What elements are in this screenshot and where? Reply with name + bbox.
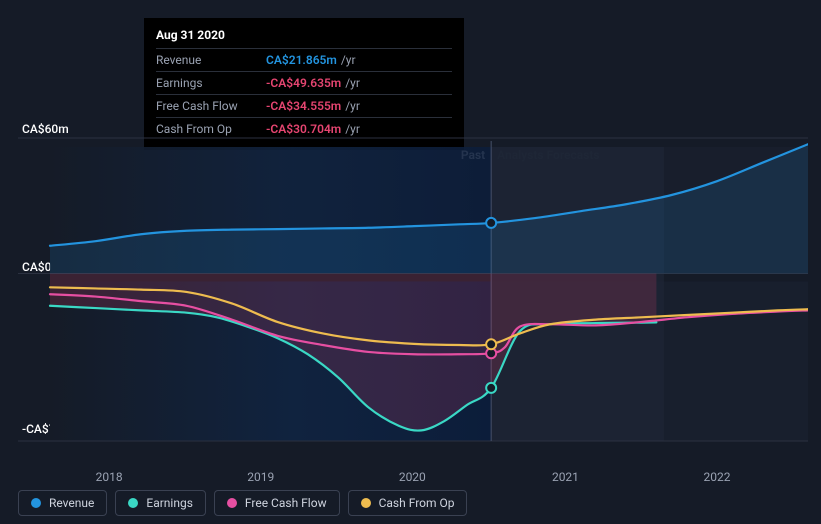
- legend-item-earnings[interactable]: Earnings: [115, 490, 206, 516]
- tooltip-row-value: -CA$34.555m: [266, 97, 341, 115]
- legend-swatch-icon: [31, 498, 41, 508]
- x-axis-label: 2019: [247, 470, 274, 484]
- x-axis-label: 2018: [96, 470, 123, 484]
- legend-swatch-icon: [227, 498, 237, 508]
- tooltip-row-label: Revenue: [156, 51, 266, 69]
- chart-legend: Revenue Earnings Free Cash Flow Cash From O…: [18, 490, 467, 516]
- y-axis-label: CA$60m: [22, 122, 69, 136]
- x-axis-label: 2021: [552, 470, 579, 484]
- series-marker-earnings[interactable]: [486, 383, 496, 393]
- chart-container: { "tooltip": { "position": { "left": 144…: [0, 0, 821, 524]
- legend-item-revenue[interactable]: Revenue: [18, 490, 107, 516]
- legend-label: Earnings: [146, 496, 193, 510]
- tooltip-row-unit: /yr: [341, 51, 356, 69]
- tooltip-date: Aug 31 2020: [156, 26, 452, 44]
- legend-label: Free Cash Flow: [245, 496, 327, 510]
- series-marker-cfo[interactable]: [486, 339, 496, 349]
- tooltip-row-unit: /yr: [345, 97, 360, 115]
- line-chart[interactable]: [18, 135, 808, 445]
- tooltip-row: Free Cash Flow-CA$34.555m/yr: [156, 94, 452, 117]
- x-axis-label: 2022: [704, 470, 731, 484]
- tooltip-row-value: -CA$49.635m: [266, 74, 341, 92]
- tooltip-row-value: CA$21.865m: [266, 51, 337, 69]
- x-axis-label: 2020: [399, 470, 426, 484]
- tooltip-row-label: Earnings: [156, 74, 266, 92]
- legend-swatch-icon: [128, 498, 138, 508]
- tooltip-row-label: Free Cash Flow: [156, 97, 266, 115]
- legend-label: Cash From Op: [379, 496, 455, 510]
- tooltip-row-unit: /yr: [345, 74, 360, 92]
- tooltip-row: RevenueCA$21.865m/yr: [156, 48, 452, 71]
- legend-item-cfo[interactable]: Cash From Op: [348, 490, 468, 516]
- series-marker-revenue[interactable]: [486, 218, 496, 228]
- legend-item-fcf[interactable]: Free Cash Flow: [214, 490, 340, 516]
- legend-label: Revenue: [49, 496, 94, 510]
- chart-tooltip: Aug 31 2020 RevenueCA$21.865m/yrEarnings…: [144, 18, 464, 150]
- legend-swatch-icon: [361, 498, 371, 508]
- tooltip-row: Earnings-CA$49.635m/yr: [156, 71, 452, 94]
